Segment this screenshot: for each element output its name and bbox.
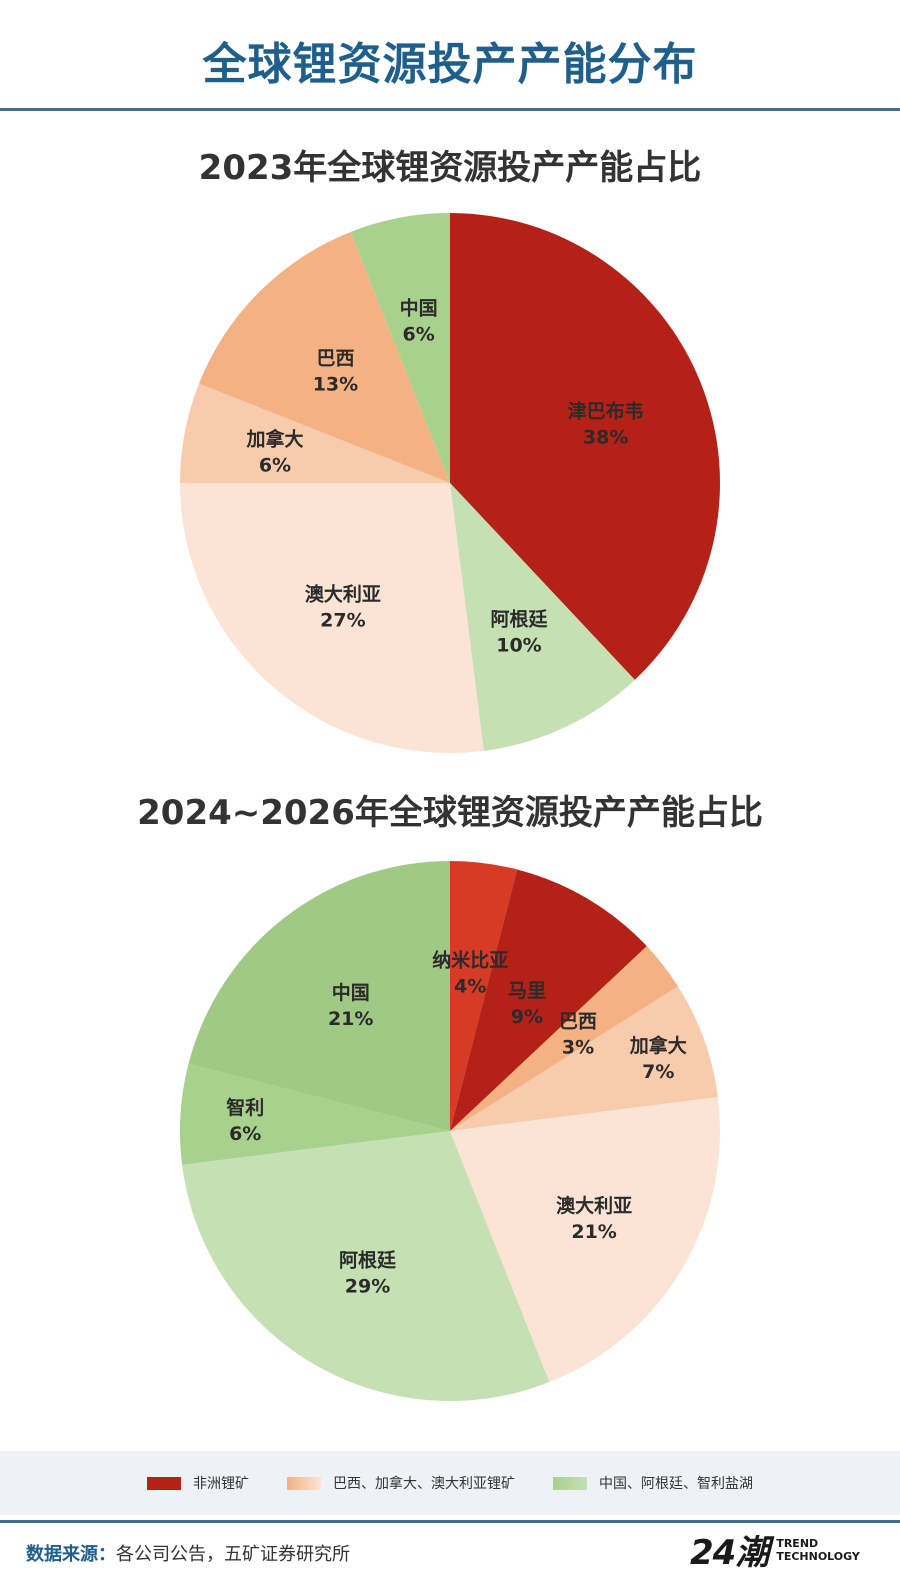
footer-divider xyxy=(0,1520,900,1523)
slice-label: 巴西 xyxy=(559,1011,597,1033)
slice-value-label: 21% xyxy=(328,1008,373,1030)
data-source: 数据来源：各公司公告，五矿证券研究所 xyxy=(26,1540,350,1566)
slice-label: 中国 xyxy=(332,981,370,1004)
slice-label: 纳米比亚 xyxy=(432,948,508,971)
slice-value-label: 6% xyxy=(229,1123,261,1145)
slice-label: 津巴布韦 xyxy=(568,399,644,422)
pie-slice xyxy=(450,986,718,1131)
brand-line-1: TREND xyxy=(776,1536,819,1550)
chart-title-2023: 2023年全球锂资源投产产能占比 xyxy=(198,148,702,188)
pie-slice xyxy=(198,231,450,483)
source-text: 各公司公告，五矿证券研究所 xyxy=(116,1544,350,1565)
page-title: 全球锂资源投产产能分布 xyxy=(202,39,698,90)
title-divider xyxy=(0,108,900,111)
slice-value-label: 13% xyxy=(313,373,358,395)
legend-label: 中国、阿根廷、智利盐湖 xyxy=(599,1476,753,1492)
pie-slice xyxy=(188,861,450,1131)
source-label: 数据来源： xyxy=(26,1544,116,1565)
legend-label: 非洲锂矿 xyxy=(193,1476,249,1492)
pie-slice xyxy=(450,946,678,1131)
slice-value-label: 21% xyxy=(571,1221,616,1243)
slice-value-label: 27% xyxy=(320,610,365,632)
pie-slice xyxy=(450,869,647,1131)
slice-label: 加拿大 xyxy=(629,1034,687,1057)
slice-value-label: 9% xyxy=(511,1006,543,1028)
slice-value-label: 38% xyxy=(583,426,628,448)
slice-label: 智利 xyxy=(226,1096,264,1119)
slice-label: 巴西 xyxy=(316,347,354,369)
legend-swatch xyxy=(287,1476,321,1490)
pie-slice xyxy=(180,383,450,483)
slice-label: 阿根廷 xyxy=(339,1248,397,1271)
slice-value-label: 6% xyxy=(259,455,291,477)
slice-value-label: 3% xyxy=(562,1037,594,1059)
legend-swatch xyxy=(553,1476,587,1490)
chart-title-2024-2026: 2024~2026年全球锂资源投产产能占比 xyxy=(137,793,763,833)
legend: 非洲锂矿 巴西、加拿大、澳大利亚锂矿 中国、阿根廷、智利盐湖 xyxy=(0,1451,900,1515)
legend-item-africa: 非洲锂矿 xyxy=(147,1473,249,1493)
slice-label: 澳大利亚 xyxy=(305,583,381,606)
pie-slice xyxy=(450,213,720,680)
slice-label: 中国 xyxy=(400,297,438,320)
legend-item-brazil-canada-australia: 巴西、加拿大、澳大利亚锂矿 xyxy=(287,1473,515,1493)
slice-label: 马里 xyxy=(508,980,546,1002)
brand-mark: 24潮 xyxy=(690,1533,769,1573)
brand-text: TREND TECHNOLOGY xyxy=(776,1537,860,1563)
pie-chart-2023: 津巴布韦 38% 阿根廷 10% 澳大利亚 27% 加拿大 6% 巴西 13% 中国 6% xyxy=(180,213,720,753)
slice-value-label: 10% xyxy=(496,635,541,657)
slice-label: 加拿大 xyxy=(245,428,303,451)
slice-value-label: 7% xyxy=(642,1061,674,1083)
pie-slice xyxy=(180,483,484,753)
slice-value-label: 6% xyxy=(402,324,434,346)
slice-label: 澳大利亚 xyxy=(556,1194,632,1217)
brand-logo: 24潮 TREND TECHNOLOGY xyxy=(690,1525,860,1574)
pie-slice xyxy=(450,861,518,1131)
pie-slice xyxy=(182,1131,550,1401)
slice-value-label: 4% xyxy=(454,975,486,997)
slice-value-label: 29% xyxy=(345,1275,390,1297)
pie-slice xyxy=(350,213,450,483)
slice-label: 阿根廷 xyxy=(490,608,548,631)
legend-item-china-argentina-chile: 中国、阿根廷、智利盐湖 xyxy=(553,1473,753,1493)
legend-swatch xyxy=(147,1476,181,1490)
pie-chart-2024-2026: 纳米比亚 4% 马里 9% 巴西 3% 加拿大 7% 澳大利亚 21% 阿根廷 29% 智利 6% 中国 21… xyxy=(180,861,721,1401)
brand-line-2: TECHNOLOGY xyxy=(776,1549,860,1563)
pie-slice xyxy=(180,1063,450,1165)
pie-slice xyxy=(450,483,635,751)
legend-label: 巴西、加拿大、澳大利亚锂矿 xyxy=(333,1476,515,1492)
pie-slice xyxy=(450,1097,721,1383)
